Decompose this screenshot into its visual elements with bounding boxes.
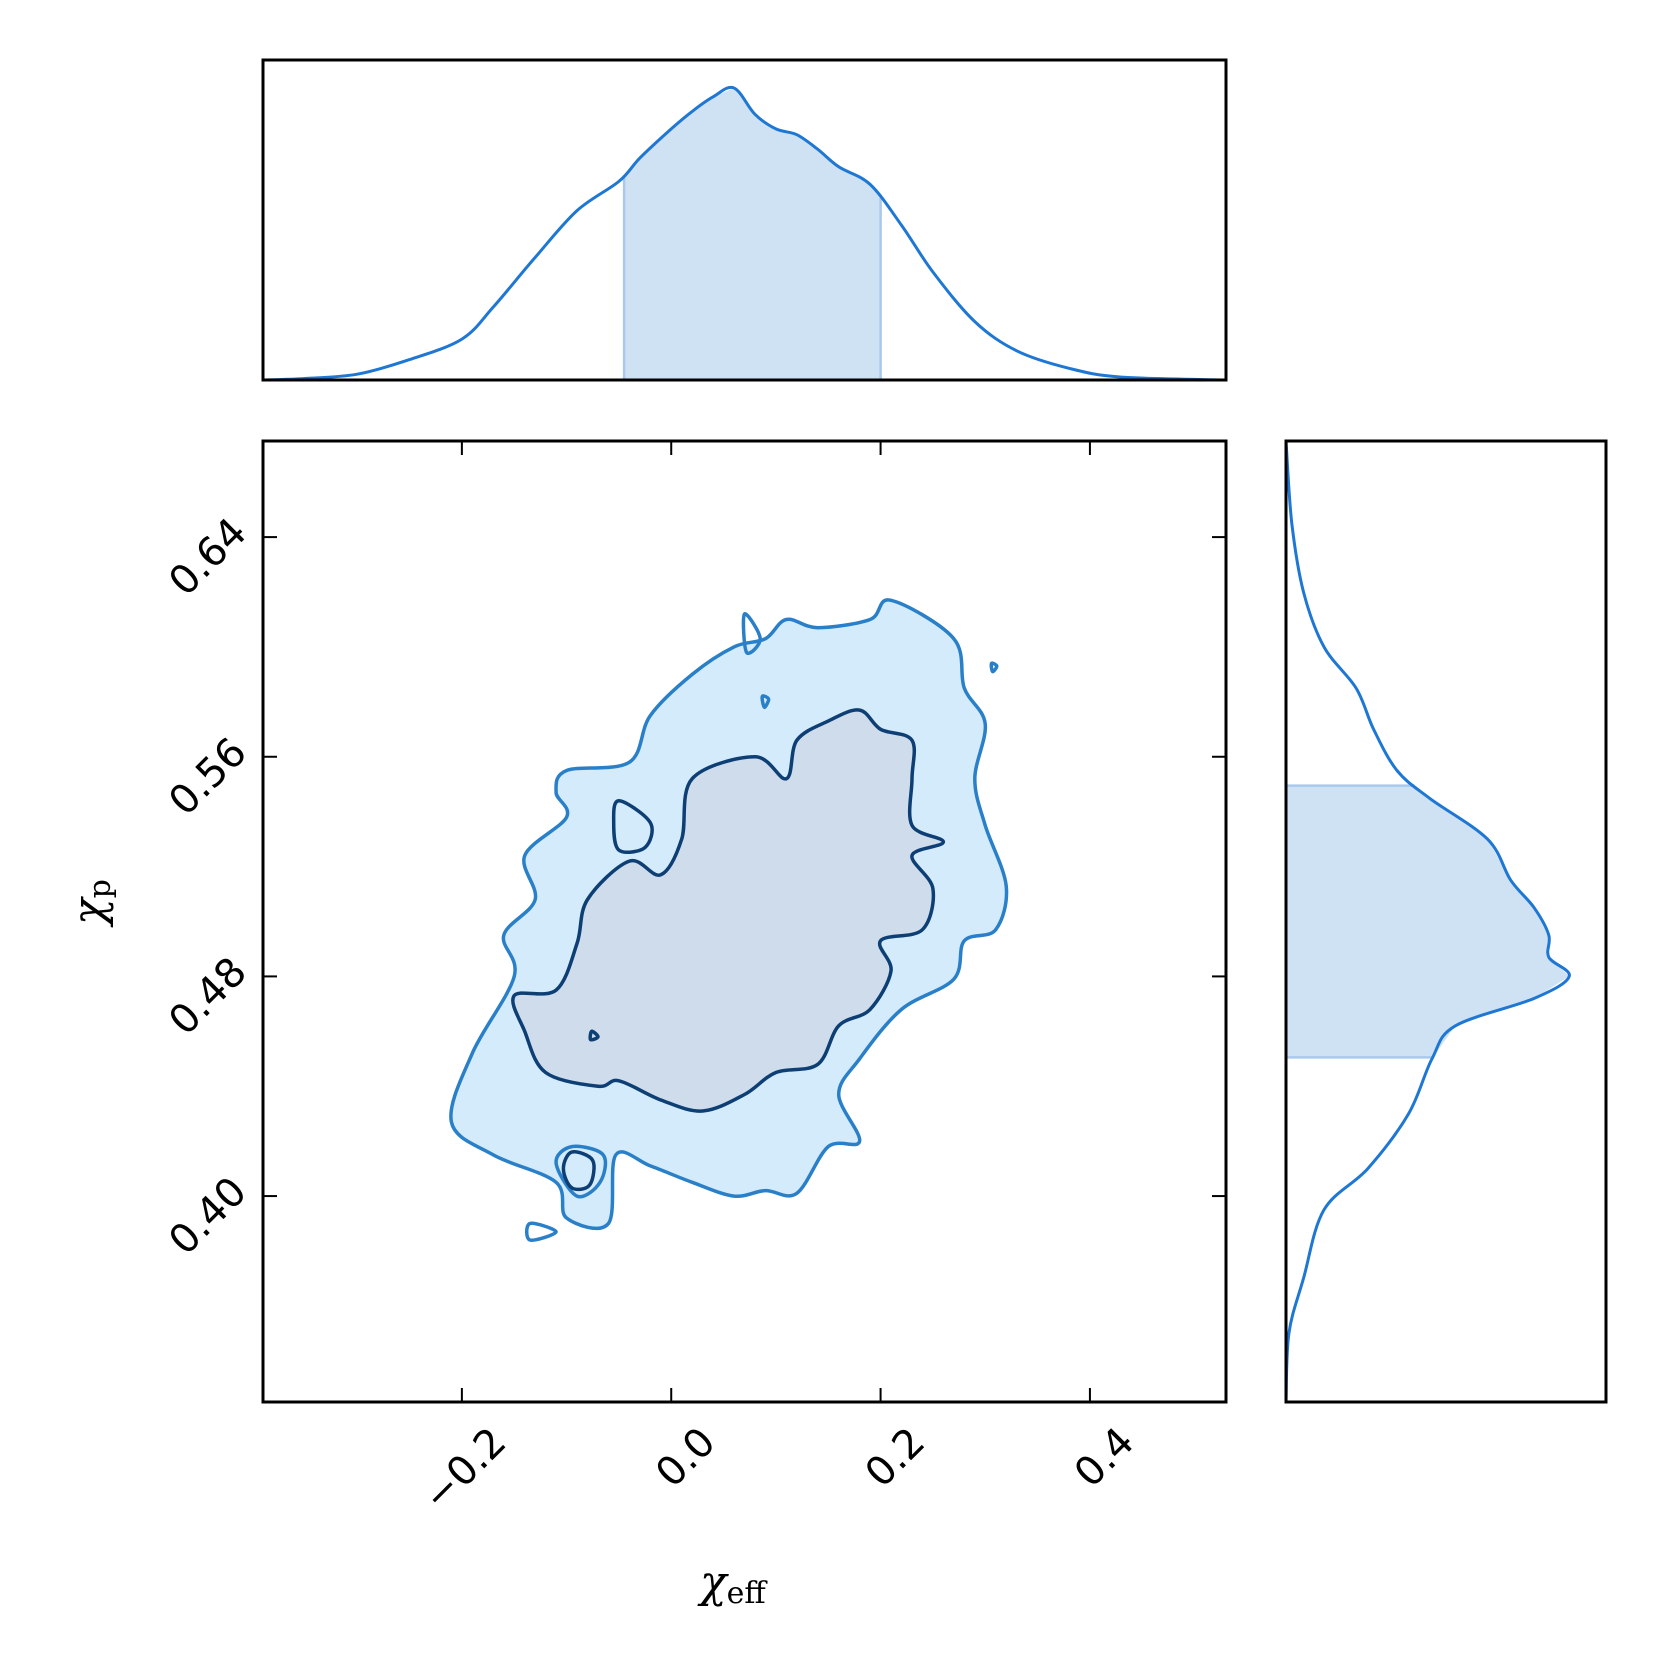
x-marginal-frame: [261, 58, 1228, 382]
y-marginal-panel: [1284, 439, 1608, 1404]
x-marginal-credible-band: [624, 89, 881, 380]
x-axis-label-main: χ: [697, 1557, 729, 1608]
inner-contour-island-3: [588, 1029, 600, 1042]
outer-contour-island-7: [741, 612, 762, 656]
x-tick-label-1: 0.0: [647, 1419, 725, 1497]
inner-contour-island-1: [561, 1150, 596, 1192]
y-tick-label-0: 0.40: [160, 1168, 256, 1264]
y-marginal-density-line: [1286, 441, 1571, 1402]
inner-contour-0: [511, 708, 946, 1113]
joint-frame: [261, 439, 1228, 1404]
y-marginal-frame: [1284, 439, 1608, 1404]
inner-contour-island-2: [611, 798, 654, 854]
x-marginal-density-line: [263, 85, 1226, 380]
y-axis-label-main: χ: [64, 896, 115, 928]
x-tick-label-3: 0.4: [1066, 1419, 1144, 1497]
x-tick-label-0: −0.2: [414, 1419, 515, 1520]
x-marginal-panel: [261, 58, 1228, 382]
y-tick-label-3: 0.64: [160, 509, 256, 605]
joint-panel: −0.2 0.0 0.2 0.4 0.40 0.48 0.56 0.64: [160, 439, 1228, 1520]
y-axis-label-subscript: p: [83, 879, 118, 898]
y-axis-label: χp: [64, 879, 118, 928]
x-tick-label-2: 0.2: [857, 1419, 935, 1497]
outer-contour-island-0: [554, 1144, 608, 1199]
outer-contour-island-6: [524, 1221, 558, 1242]
x-axis-label: χeff: [697, 1557, 768, 1611]
y-tick-label-2: 0.56: [160, 729, 256, 825]
y-marginal-credible-band: [1286, 785, 1569, 1058]
outer-contour-island-4: [989, 661, 999, 674]
y-tick-label-1: 0.48: [160, 949, 256, 1045]
x-axis-label-subscript: eff: [727, 1576, 769, 1611]
outer-contour-island-5: [760, 694, 771, 710]
